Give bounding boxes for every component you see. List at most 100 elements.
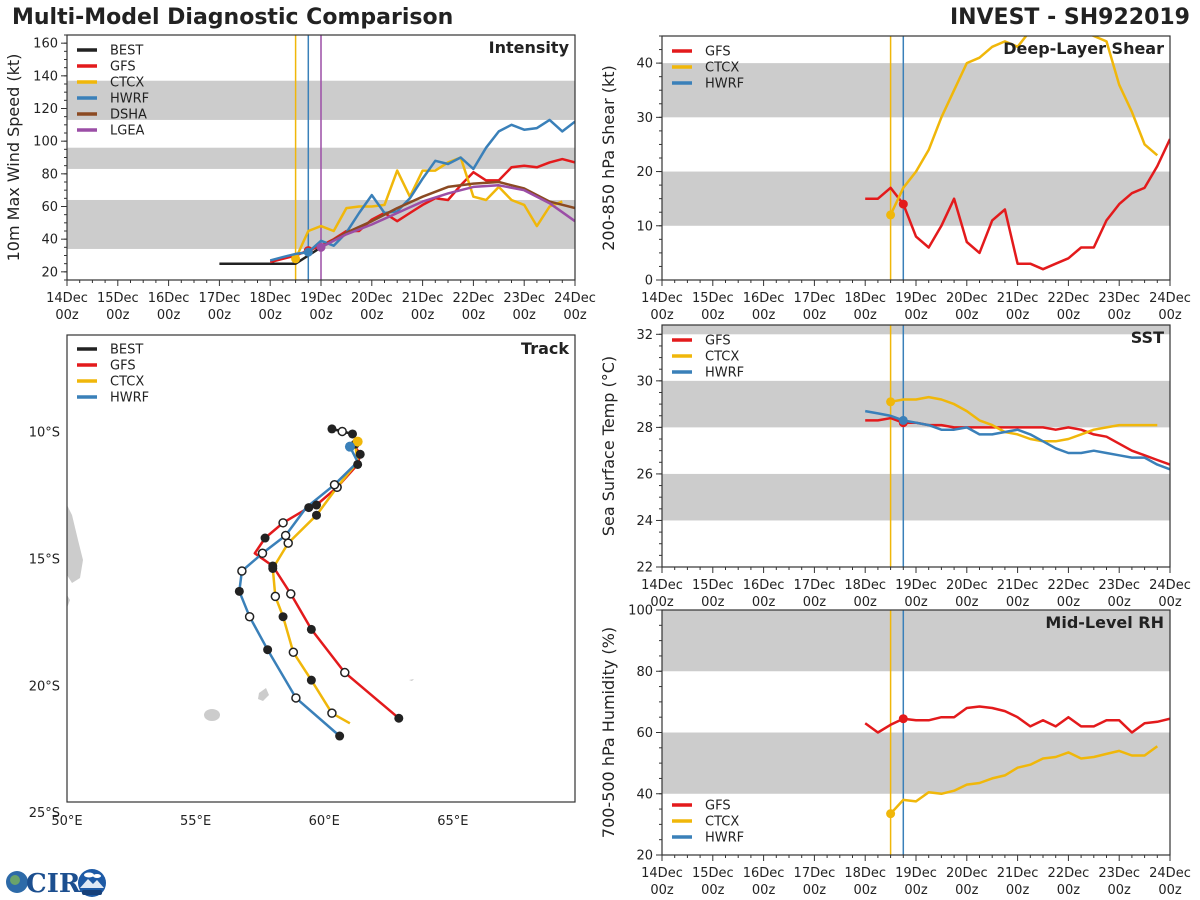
x-tick-label: 17Dec	[794, 291, 836, 306]
y-tick-label: 60	[636, 726, 653, 741]
track-point-filled	[353, 459, 363, 469]
y-tick-label: 20	[636, 849, 653, 864]
init-marker-ctcx	[886, 210, 896, 220]
x-tick-label: 19Dec	[895, 291, 937, 306]
init-marker-ctcx	[291, 254, 301, 264]
y-tick-label: 32	[636, 328, 653, 343]
track-init-ctcx	[352, 436, 363, 447]
panel-title: Track	[521, 339, 569, 358]
x-tick-label: 00z	[563, 308, 587, 323]
y-tick-label: 20	[636, 165, 653, 180]
x-tick-label: 65°E	[437, 814, 468, 829]
x-tick-label: 00z	[55, 308, 79, 323]
mauritius-island	[258, 688, 269, 701]
y-tick-label: 0	[645, 274, 653, 289]
series-line-hwrf	[269, 118, 575, 262]
y-tick-label: 160	[33, 37, 58, 52]
legend-label-best: BEST	[110, 343, 143, 358]
x-tick-label: 00z	[650, 883, 674, 898]
legend-label-lgea: LGEA	[110, 124, 145, 139]
x-tick-label: 00z	[309, 308, 333, 323]
track-point-filled	[304, 503, 314, 513]
storm-title: INVEST - SH922019	[949, 5, 1190, 30]
legend-label-ctcx: CTCX	[705, 61, 739, 76]
x-tick-label: 00z	[157, 308, 181, 323]
shaded-band	[662, 473, 1170, 521]
y-tick-label: 100	[628, 604, 653, 619]
track-point-filled	[335, 731, 345, 741]
y-axis-label: 700-500 hPa Humidity (%)	[599, 627, 618, 838]
x-tick-label: 00z	[259, 308, 283, 323]
shaded-band	[662, 325, 1170, 335]
chart-rh: 14Dec 00z 15Dec 00z 16Dec 00z 17Dec 00z 18Dec 00z…	[599, 604, 1191, 899]
x-tick-label: 00z	[854, 595, 878, 610]
track-point-open	[237, 566, 247, 576]
x-tick-label: 00z	[1006, 883, 1030, 898]
x-tick-label: 00z	[1108, 308, 1132, 323]
track-point-open	[327, 708, 337, 718]
x-tick-label: 00z	[955, 308, 979, 323]
chart-track: 50°E 55°E 60°E 65°E 10°S 15°S 20°S 25°S Track BES…	[29, 334, 576, 829]
x-tick-label: 16Dec	[743, 291, 785, 306]
track-point-open	[244, 611, 255, 622]
shaded-band	[662, 171, 1170, 226]
madagascar-land	[67, 505, 83, 583]
track-point-open	[291, 693, 301, 703]
x-tick-label: 00z	[701, 308, 725, 323]
track-point-filled	[306, 675, 316, 685]
track-line-gfs	[253, 446, 400, 720]
x-tick-label: 00z	[701, 883, 725, 898]
x-tick-label: 19Dec	[300, 291, 342, 306]
shaded-band	[662, 610, 1170, 672]
x-tick-label: 14Dec	[641, 866, 683, 881]
series-line-lgea	[320, 184, 575, 249]
shaded-band	[662, 380, 1170, 428]
x-tick-label: 15Dec	[692, 866, 734, 881]
x-tick-label: 00z	[803, 595, 827, 610]
series-line-ctcx	[890, 395, 1158, 443]
series-line-gfs	[865, 138, 1170, 271]
track-point-filled	[260, 533, 270, 543]
x-tick-label: 15Dec	[692, 578, 734, 593]
main-title: Multi-Model Diagnostic Comparison	[12, 5, 454, 30]
track-point-open	[329, 479, 340, 490]
x-tick-label: 14Dec	[641, 578, 683, 593]
legend-label-ctcx: CTCX	[110, 76, 144, 91]
y-tick-label: 80	[636, 665, 653, 680]
plot-frame	[66, 334, 576, 803]
track-point-filled	[268, 564, 278, 573]
x-tick-label: 16Dec	[743, 866, 785, 881]
x-tick-label: 15Dec	[692, 291, 734, 306]
init-marker-hwrf	[303, 247, 313, 257]
x-tick-label: 18Dec	[844, 291, 886, 306]
x-tick-label: 00z	[1057, 883, 1081, 898]
init-marker-ctcx	[886, 809, 896, 819]
x-tick-label: 22Dec	[1048, 866, 1090, 881]
x-tick-label: 23Dec	[1098, 866, 1140, 881]
x-tick-label: 20Dec	[351, 291, 393, 306]
x-tick-label: 16Dec	[743, 578, 785, 593]
x-tick-label: 20Dec	[946, 578, 988, 593]
series-group	[864, 395, 1170, 471]
x-tick-label: 00z	[701, 595, 725, 610]
legend-label-gfs: GFS	[705, 45, 731, 60]
x-tick-label: 21Dec	[997, 291, 1039, 306]
track-point-open	[270, 591, 281, 602]
track-init-hwrf	[344, 441, 355, 452]
series-group	[864, 705, 1170, 819]
y-tick-label: 120	[33, 102, 58, 117]
x-tick-label: 22Dec	[1048, 578, 1090, 593]
init-marker-gfs	[898, 714, 908, 724]
x-tick-label: 20Dec	[946, 291, 988, 306]
x-tick-label: 00z	[752, 883, 776, 898]
x-tick-label: 55°E	[180, 814, 211, 829]
x-tick-label: 00z	[904, 883, 928, 898]
y-tick-label: 40	[636, 57, 653, 72]
track-point-filled	[394, 713, 404, 723]
x-tick-label: 22Dec	[453, 291, 495, 306]
x-tick-label: 16Dec	[148, 291, 190, 306]
track-point-filled	[327, 424, 337, 434]
legend-label-gfs: GFS	[705, 334, 731, 349]
x-tick-label: 00z	[1158, 308, 1182, 323]
